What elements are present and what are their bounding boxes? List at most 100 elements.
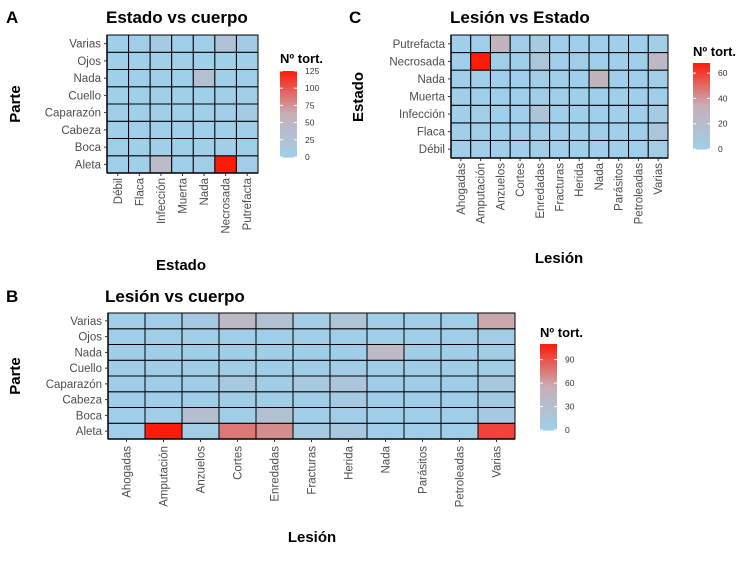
heatmap-cell-Cabeza-Amputación bbox=[144, 391, 183, 408]
heatmap-cell-Putrefacta-Petroleadas bbox=[628, 34, 649, 54]
heatmap-panel-a: A Estado vs cuerpo Aleta Boca Cabeza Caparazó… bbox=[6, 8, 323, 274]
legend-gradient-step bbox=[693, 123, 710, 126]
legend-gradient-step bbox=[540, 365, 557, 369]
y-tick-label: Ojos bbox=[77, 56, 101, 68]
heatmap-cell-Ojos-Nada bbox=[192, 51, 216, 70]
heatmap-cells bbox=[450, 34, 669, 159]
heatmap-cells bbox=[107, 312, 516, 440]
legend-gradient-step bbox=[280, 135, 297, 139]
heatmap-cell-Cabeza-Cortes bbox=[218, 391, 257, 408]
heatmap-cell-Boca-Muerta bbox=[171, 138, 194, 157]
heatmap-cell-Nada-Cortes bbox=[218, 344, 257, 361]
x-tick-label: Varias bbox=[653, 163, 665, 195]
heatmap-cell-Varias-Putrefacta bbox=[235, 34, 259, 53]
legend-gradient-step bbox=[280, 150, 297, 154]
x-tick-label: Amputación bbox=[159, 446, 171, 507]
heatmap-cell-Flaca-Herida bbox=[568, 122, 590, 141]
legend-gradient-step bbox=[280, 105, 297, 109]
heatmap-cell-Aleta-Parásitos bbox=[403, 422, 442, 440]
heatmap-cell-Putrefacta-Parásitos bbox=[608, 34, 630, 54]
legend-gradient-step bbox=[693, 82, 710, 86]
legend-tick-label: 125 bbox=[305, 66, 319, 76]
heatmap-cell-Cuello-Varias bbox=[477, 359, 516, 377]
heatmap-panel-b: B Lesión vs cuerpo Aleta Boca Cabeza Caparazó… bbox=[6, 287, 583, 546]
heatmap-cell-Boca-Débil bbox=[106, 138, 130, 157]
heatmap-cell-Ojos-Débil bbox=[106, 51, 130, 70]
heatmap-cell-Caparazón-Débil bbox=[106, 103, 130, 122]
heatmap-cell-Cuello-Ahogadas bbox=[107, 359, 146, 377]
x-tick-label: Cortes bbox=[233, 446, 245, 480]
legend-title: Nº tort. bbox=[540, 325, 583, 340]
heatmap-cell-Aleta-Débil bbox=[106, 155, 130, 174]
heatmap-cell-Aleta-Petroleadas bbox=[440, 422, 479, 440]
y-tick-label: Cabeza bbox=[61, 125, 101, 137]
heatmap-cell-Boca-Petroleadas bbox=[440, 407, 479, 424]
heatmap-cell-Putrefacta-Nada bbox=[588, 34, 610, 54]
legend-gradient-step bbox=[693, 118, 710, 122]
legend-gradient-step bbox=[280, 92, 297, 96]
legend-gradient-step bbox=[540, 423, 557, 427]
legend-gradient-step bbox=[280, 71, 297, 74]
legend-gradient-step bbox=[693, 125, 710, 129]
heatmap-cell-Infección-Parásitos bbox=[608, 104, 630, 124]
heatmap-cell-Nada-Parásitos bbox=[608, 69, 630, 89]
legend-tick-label: 30 bbox=[565, 402, 575, 412]
heatmap-cell-Nada-Varias bbox=[647, 69, 669, 89]
legend-gradient-step bbox=[693, 65, 710, 68]
x-tick-label: Herida bbox=[344, 445, 356, 479]
y-tick-label: Muerta bbox=[409, 92, 445, 104]
legend-gradient-step bbox=[540, 354, 557, 358]
y-tick-label: Nada bbox=[74, 73, 102, 85]
heatmap-cell-Necrosada-Fracturas bbox=[549, 52, 570, 71]
heatmap-cell-Aleta-Nada bbox=[192, 155, 216, 174]
heatmap-cell-Putrefacta-Anzuelos bbox=[489, 34, 511, 54]
heatmap-cell-Putrefacta-Herida bbox=[568, 34, 590, 54]
heatmap-cell-Infección-Ahogadas bbox=[450, 104, 472, 124]
heatmap-cell-Nada-Flaca bbox=[128, 69, 151, 88]
legend-gradient-step bbox=[540, 374, 557, 377]
heatmap-cell-Ojos-Nada bbox=[366, 328, 405, 345]
heatmap-cell-Nada-Fracturas bbox=[549, 69, 570, 89]
heatmap-cell-Aleta-Ahogadas bbox=[107, 422, 146, 440]
legend-gradient-step bbox=[280, 141, 297, 145]
legend-gradient-step bbox=[693, 99, 710, 103]
legend-gradient-step bbox=[280, 122, 297, 126]
legend-tick-label: 0 bbox=[718, 144, 723, 154]
legend-gradient-step bbox=[693, 140, 710, 144]
heatmap-cell-Cabeza-Infección bbox=[149, 120, 173, 139]
legend-gradient-step bbox=[693, 114, 710, 118]
legend-gradient-step bbox=[280, 137, 297, 141]
legend-gradient-step bbox=[280, 79, 297, 83]
heatmap-cell-Nada-Ahogadas bbox=[107, 344, 146, 361]
legend-gradient-step bbox=[540, 397, 557, 401]
heatmap-cell-Nada-Herida bbox=[568, 69, 590, 89]
heatmap-cell-Caparazón-Amputación bbox=[144, 375, 183, 393]
heatmap-cell-Boca-Putrefacta bbox=[235, 138, 259, 157]
heatmap-cell-Boca-Cortes bbox=[218, 407, 257, 424]
heatmap-cell-Ojos-Parásitos bbox=[403, 328, 442, 345]
heatmap-cell-Flaca-Anzuelos bbox=[489, 122, 511, 141]
heatmap-cell-Cabeza-Petroleadas bbox=[440, 391, 479, 408]
heatmap-cell-Cuello-Infección bbox=[149, 86, 173, 105]
heatmap-cell-Putrefacta-Amputación bbox=[470, 34, 491, 54]
x-tick-label: Petroleadas bbox=[633, 163, 645, 225]
heatmap-cell-Cuello-Putrefacta bbox=[235, 86, 259, 105]
legend-gradient-step bbox=[540, 389, 557, 392]
legend-gradient-step bbox=[280, 124, 297, 128]
heatmap-cell-Aleta-Amputación bbox=[144, 422, 183, 440]
heatmap-cell-Varias-Anzuelos bbox=[181, 312, 220, 330]
y-tick-label: Débil bbox=[419, 144, 445, 156]
x-axis-title: Estado bbox=[156, 257, 206, 274]
legend-gradient-step bbox=[280, 86, 297, 89]
x-tick-label: Anzuelos bbox=[196, 446, 208, 494]
legend-gradient-step bbox=[693, 133, 710, 137]
legend-gradient-step bbox=[693, 110, 710, 114]
heatmap-cell-Muerta-Herida bbox=[568, 87, 590, 106]
heatmap-cell-Débil-Herida bbox=[568, 139, 590, 159]
y-tick-label: Caparazón bbox=[45, 108, 101, 120]
legend-gradient-step bbox=[693, 84, 710, 88]
legend-gradient-step bbox=[540, 380, 557, 384]
heatmap-cell-Caparazón-Enredadas bbox=[255, 375, 294, 393]
heatmap-cell-Infección-Herida bbox=[568, 104, 590, 124]
heatmap-cell-Ojos-Necrosada bbox=[214, 51, 237, 70]
